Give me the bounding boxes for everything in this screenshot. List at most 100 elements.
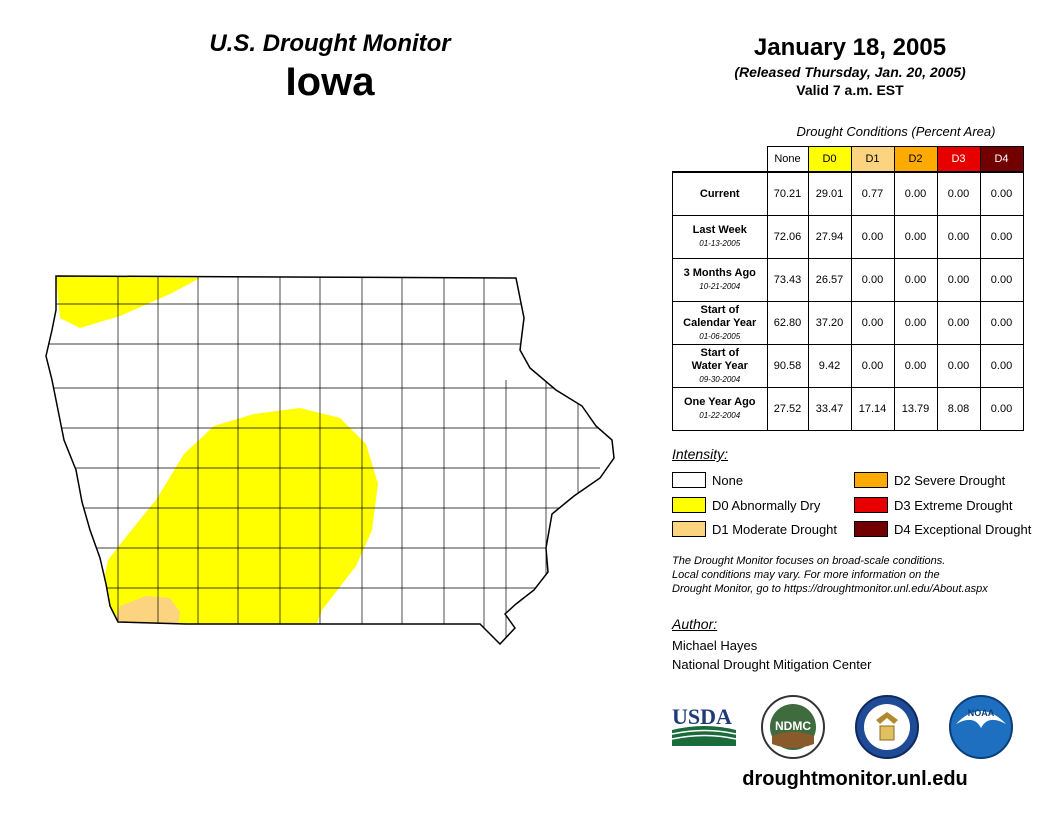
header-d0: D0: [807, 146, 852, 173]
table-cell: 0.00: [936, 171, 981, 216]
row-label: Start of Water Year 09-30-2004: [672, 344, 768, 388]
d0-region-central: [100, 408, 378, 626]
table-cell: 70.21: [766, 171, 809, 216]
row-label-text: Start of Water Year: [691, 346, 748, 372]
noaa-logo: NOAA: [949, 695, 1013, 759]
noaa-logo-text: NOAA: [968, 708, 995, 718]
header-left: U.S. Drought Monitor Iowa: [150, 30, 510, 105]
table-cell: 27.52: [766, 387, 809, 431]
table-row-last-week: Last Week 01-13-2005 72.06 27.94 0.00 0.0…: [672, 215, 1024, 259]
table-cell: 0.00: [850, 258, 895, 302]
header-d3: D3: [936, 146, 981, 173]
legend-swatch-none: [672, 472, 706, 488]
row-label-text: One Year Ago: [683, 396, 756, 408]
release-date: (Released Thursday, Jan. 20, 2005): [734, 64, 966, 80]
drought-conditions-table: None D0 D1 D2 D3 D4 Current 70.21 29.01 …: [672, 146, 1024, 431]
table-cell: 13.79: [893, 387, 938, 431]
table-cell: 37.20: [807, 301, 852, 345]
table-cell: 17.14: [850, 387, 895, 431]
header-right: January 18, 2005 (Released Thursday, Jan…: [690, 34, 1010, 98]
table-row-current: Current 70.21 29.01 0.77 0.00 0.00 0.00: [672, 171, 1024, 216]
table-caption: Drought Conditions (Percent Area): [796, 124, 996, 139]
table-cell: 0.00: [979, 171, 1024, 216]
d1-region-southwest: [114, 596, 180, 626]
author-name: Michael Hayes: [672, 638, 758, 653]
table-row-one-year-ago: One Year Ago 01-22-2004 27.52 33.47 17.14…: [672, 387, 1024, 431]
legend-swatch-d0: [672, 497, 706, 513]
table-cell: 0.00: [893, 301, 938, 345]
table-cell: 0.00: [850, 344, 895, 388]
row-label-text: Current: [699, 187, 740, 200]
table-cell: 26.57: [807, 258, 852, 302]
table-cell: 0.00: [893, 258, 938, 302]
map-date: January 18, 2005: [753, 34, 947, 61]
table-cell: 73.43: [766, 258, 809, 302]
table-cell: 62.80: [766, 301, 809, 345]
header-d1: D1: [850, 146, 895, 173]
table-cell: 0.00: [979, 387, 1024, 431]
row-label: Current: [672, 171, 768, 216]
row-label: One Year Ago 01-22-2004: [672, 387, 768, 431]
table-cell: 9.42: [807, 344, 852, 388]
legend-item-none: None: [672, 472, 743, 488]
legend-swatch-d4: [854, 521, 888, 537]
table-row-start-calendar-year: Start of Calendar Year 01-06-2005 62.80 3…: [672, 301, 1024, 345]
table-cell: 29.01: [807, 171, 852, 216]
state-title: Iowa: [285, 60, 375, 104]
legend-swatch-d1: [672, 521, 706, 537]
table-cell: 0.00: [936, 344, 981, 388]
legend-label: D1 Moderate Drought: [712, 521, 838, 537]
commerce-seal: [855, 695, 919, 759]
header-none: None: [766, 146, 809, 173]
legend-item-d1: D1 Moderate Drought: [672, 521, 837, 537]
legend-item-d3: D3 Extreme Drought: [854, 497, 1013, 513]
note-line: Drought Monitor, go to https://droughtmo…: [672, 583, 988, 595]
table-cell: 0.00: [893, 171, 938, 216]
legend-label: D3 Extreme Drought: [894, 497, 1013, 513]
legend-title: Intensity:: [672, 446, 729, 462]
table-cell: 0.00: [979, 215, 1024, 259]
table-cell: 0.00: [979, 344, 1024, 388]
table-cell: 72.06: [766, 215, 809, 259]
table-header-row: None D0 D1 D2 D3 D4: [673, 146, 1024, 173]
valid-time: Valid 7 a.m. EST: [796, 82, 904, 98]
legend-label: D2 Severe Drought: [894, 472, 1006, 488]
legend-item-d0: D0 Abnormally Dry: [672, 497, 820, 513]
header-blank-cell: [673, 147, 768, 173]
table-cell: 8.08: [936, 387, 981, 431]
ndmc-logo-text: NDMC: [775, 719, 811, 733]
table-row-3-months-ago: 3 Months Ago 10-21-2004 73.43 26.57 0.00 …: [672, 258, 1024, 302]
product-title: U.S. Drought Monitor: [209, 30, 451, 57]
note-line: Local conditions may vary. For more info…: [672, 569, 940, 581]
d0-region-north: [56, 276, 200, 328]
legend-item-d4: D4 Exceptional Drought: [854, 521, 1031, 537]
table-cell: 0.00: [979, 258, 1024, 302]
legend-label: D0 Abnormally Dry: [712, 497, 821, 513]
legend-label: None: [712, 472, 744, 488]
legend-swatch-d2: [854, 472, 888, 488]
row-label: Start of Calendar Year 01-06-2005: [672, 301, 768, 345]
row-label-text: 3 Months Ago: [683, 267, 756, 279]
county-lines: [46, 276, 600, 640]
iowa-drought-map: [45, 275, 615, 646]
header-d2: D2: [893, 146, 938, 173]
table-row-start-water-year: Start of Water Year 09-30-2004 90.58 9.42…: [672, 344, 1024, 388]
row-date: 10-21-2004: [699, 282, 741, 291]
row-date: 01-06-2005: [699, 331, 741, 341]
legend-swatch-d3: [854, 497, 888, 513]
row-label-text: Last Week: [692, 224, 747, 236]
table-cell: 0.00: [893, 215, 938, 259]
row-label: 3 Months Ago 10-21-2004: [672, 258, 768, 302]
iowa-state-boundary: [45, 275, 615, 646]
row-date: 09-30-2004: [699, 374, 741, 384]
ndmc-logo: NDMC: [761, 695, 825, 759]
table-cell: 33.47: [807, 387, 852, 431]
row-date: 01-22-2004: [699, 411, 741, 420]
table-cell: 0.00: [936, 301, 981, 345]
row-label: Last Week 01-13-2005: [672, 215, 768, 259]
website-url[interactable]: droughtmonitor.unl.edu: [742, 768, 968, 790]
table-cell: 0.00: [850, 301, 895, 345]
table-cell: 0.00: [893, 344, 938, 388]
usda-logo-text: USDA: [672, 704, 732, 729]
legend-label: D4 Exceptional Drought: [894, 521, 1032, 537]
